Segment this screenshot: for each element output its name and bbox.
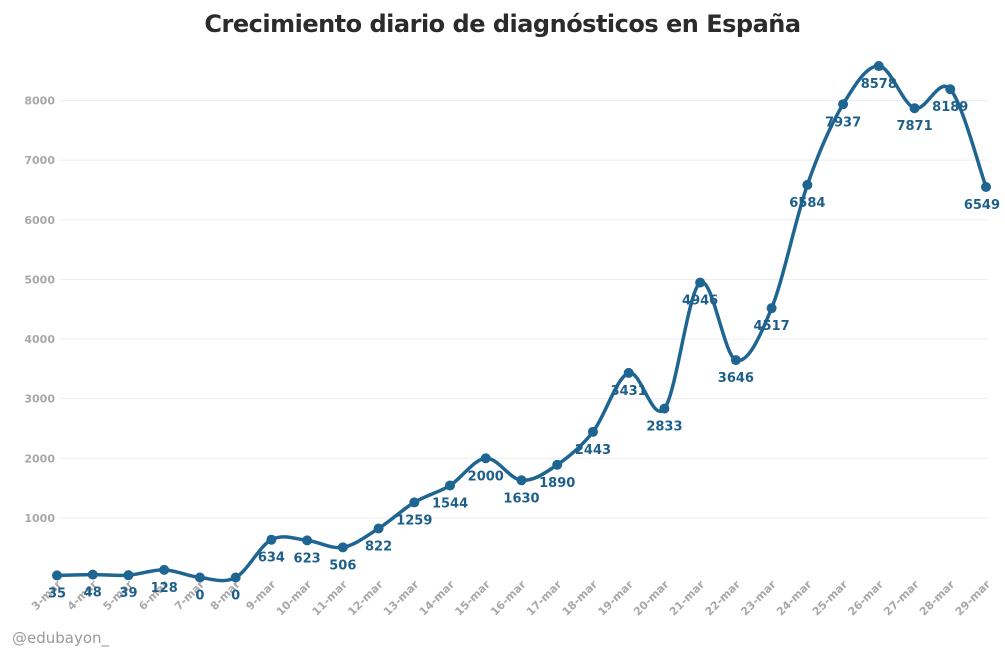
x-tick-label: 26-mar bbox=[845, 578, 886, 619]
data-label: 4946 bbox=[682, 294, 718, 309]
data-point bbox=[587, 426, 598, 437]
x-tick-label: 16-mar bbox=[488, 578, 529, 619]
data-label: 3646 bbox=[718, 371, 754, 386]
data-label: 822 bbox=[365, 539, 392, 554]
data-label: 634 bbox=[258, 551, 285, 566]
y-tick-label: 4000 bbox=[24, 333, 55, 346]
data-label: 2000 bbox=[468, 469, 504, 484]
x-tick-label: 14-mar bbox=[417, 578, 458, 619]
x-tick-label: 9-mar bbox=[243, 578, 278, 613]
data-point bbox=[695, 277, 706, 288]
x-tick-label: 21-mar bbox=[667, 578, 708, 619]
data-point bbox=[302, 535, 313, 546]
y-axis-ticks: 1000 2000 3000 4000 5000 6000 7000 8000 bbox=[24, 95, 55, 525]
y-tick-label: 3000 bbox=[24, 393, 55, 406]
data-label: 2833 bbox=[646, 420, 682, 435]
x-tick-label: 17-mar bbox=[524, 578, 565, 619]
x-tick-label: 12-mar bbox=[345, 578, 386, 619]
data-label: 3431 bbox=[611, 384, 647, 399]
data-label: 7937 bbox=[825, 115, 861, 130]
data-label: 35 bbox=[48, 586, 66, 601]
data-point bbox=[445, 480, 456, 491]
data-point bbox=[480, 453, 491, 464]
data-point bbox=[552, 459, 563, 470]
data-label: 0 bbox=[231, 589, 240, 604]
data-point bbox=[373, 523, 384, 534]
data-point bbox=[409, 497, 420, 508]
data-point bbox=[123, 570, 134, 581]
data-point bbox=[802, 179, 813, 190]
y-tick-label: 5000 bbox=[24, 273, 55, 286]
chart-title: Crecimiento diario de diagnósticos en Es… bbox=[204, 10, 801, 38]
author-credit: @edubayon_ bbox=[12, 629, 110, 647]
x-tick-label: 11-mar bbox=[310, 578, 351, 619]
y-tick-label: 2000 bbox=[24, 452, 55, 465]
data-label: 1259 bbox=[396, 513, 432, 528]
data-point bbox=[981, 182, 991, 193]
data-label: 8578 bbox=[861, 77, 897, 92]
data-point bbox=[945, 84, 956, 95]
x-tick-label: 15-mar bbox=[452, 578, 493, 619]
data-label: 39 bbox=[119, 586, 137, 601]
x-tick-label: 10-mar bbox=[274, 578, 315, 619]
data-label: 7871 bbox=[896, 119, 932, 134]
data-label: 1890 bbox=[539, 476, 575, 491]
data-label: 6549 bbox=[964, 198, 1000, 213]
y-tick-label: 8000 bbox=[24, 95, 55, 108]
data-point bbox=[52, 570, 62, 581]
data-point bbox=[873, 61, 884, 72]
x-tick-label: 24-mar bbox=[774, 578, 815, 619]
x-tick-label: 20-mar bbox=[631, 578, 672, 619]
data-label: 1544 bbox=[432, 496, 468, 511]
x-tick-label: 13-mar bbox=[381, 578, 422, 619]
x-tick-label: 27-mar bbox=[881, 578, 922, 619]
x-tick-label: 23-mar bbox=[738, 578, 779, 619]
data-label: 48 bbox=[84, 586, 102, 601]
x-tick-label: 29-mar bbox=[953, 578, 994, 619]
data-point bbox=[766, 303, 777, 314]
x-tick-label: 25-mar bbox=[810, 578, 851, 619]
data-label: 623 bbox=[294, 551, 321, 566]
data-point bbox=[730, 355, 741, 366]
x-tick-label: 22-mar bbox=[703, 578, 744, 619]
data-point bbox=[87, 569, 98, 580]
data-points bbox=[52, 61, 991, 583]
data-point bbox=[159, 564, 170, 575]
y-tick-label: 6000 bbox=[24, 214, 55, 227]
data-label: 128 bbox=[151, 581, 178, 596]
data-label: 6584 bbox=[789, 196, 825, 211]
x-tick-label: 19-mar bbox=[595, 578, 636, 619]
data-label: 506 bbox=[329, 558, 356, 573]
data-point bbox=[838, 99, 849, 110]
x-tick-label: 28-mar bbox=[917, 578, 958, 619]
data-label: 1630 bbox=[503, 491, 539, 506]
data-point bbox=[659, 403, 670, 414]
data-label: 0 bbox=[195, 589, 204, 604]
y-tick-label: 1000 bbox=[24, 512, 55, 525]
data-point bbox=[623, 367, 634, 378]
data-point bbox=[516, 475, 527, 486]
data-label: 8189 bbox=[932, 100, 968, 115]
data-label: 2443 bbox=[575, 443, 611, 458]
x-tick-label: 18-mar bbox=[560, 578, 601, 619]
data-point bbox=[230, 572, 241, 583]
data-point bbox=[194, 572, 205, 583]
data-point bbox=[266, 534, 277, 545]
data-label: 4517 bbox=[754, 319, 790, 334]
y-tick-label: 7000 bbox=[24, 154, 55, 167]
gridlines bbox=[60, 100, 988, 519]
data-point bbox=[337, 542, 348, 553]
data-point bbox=[909, 103, 920, 114]
